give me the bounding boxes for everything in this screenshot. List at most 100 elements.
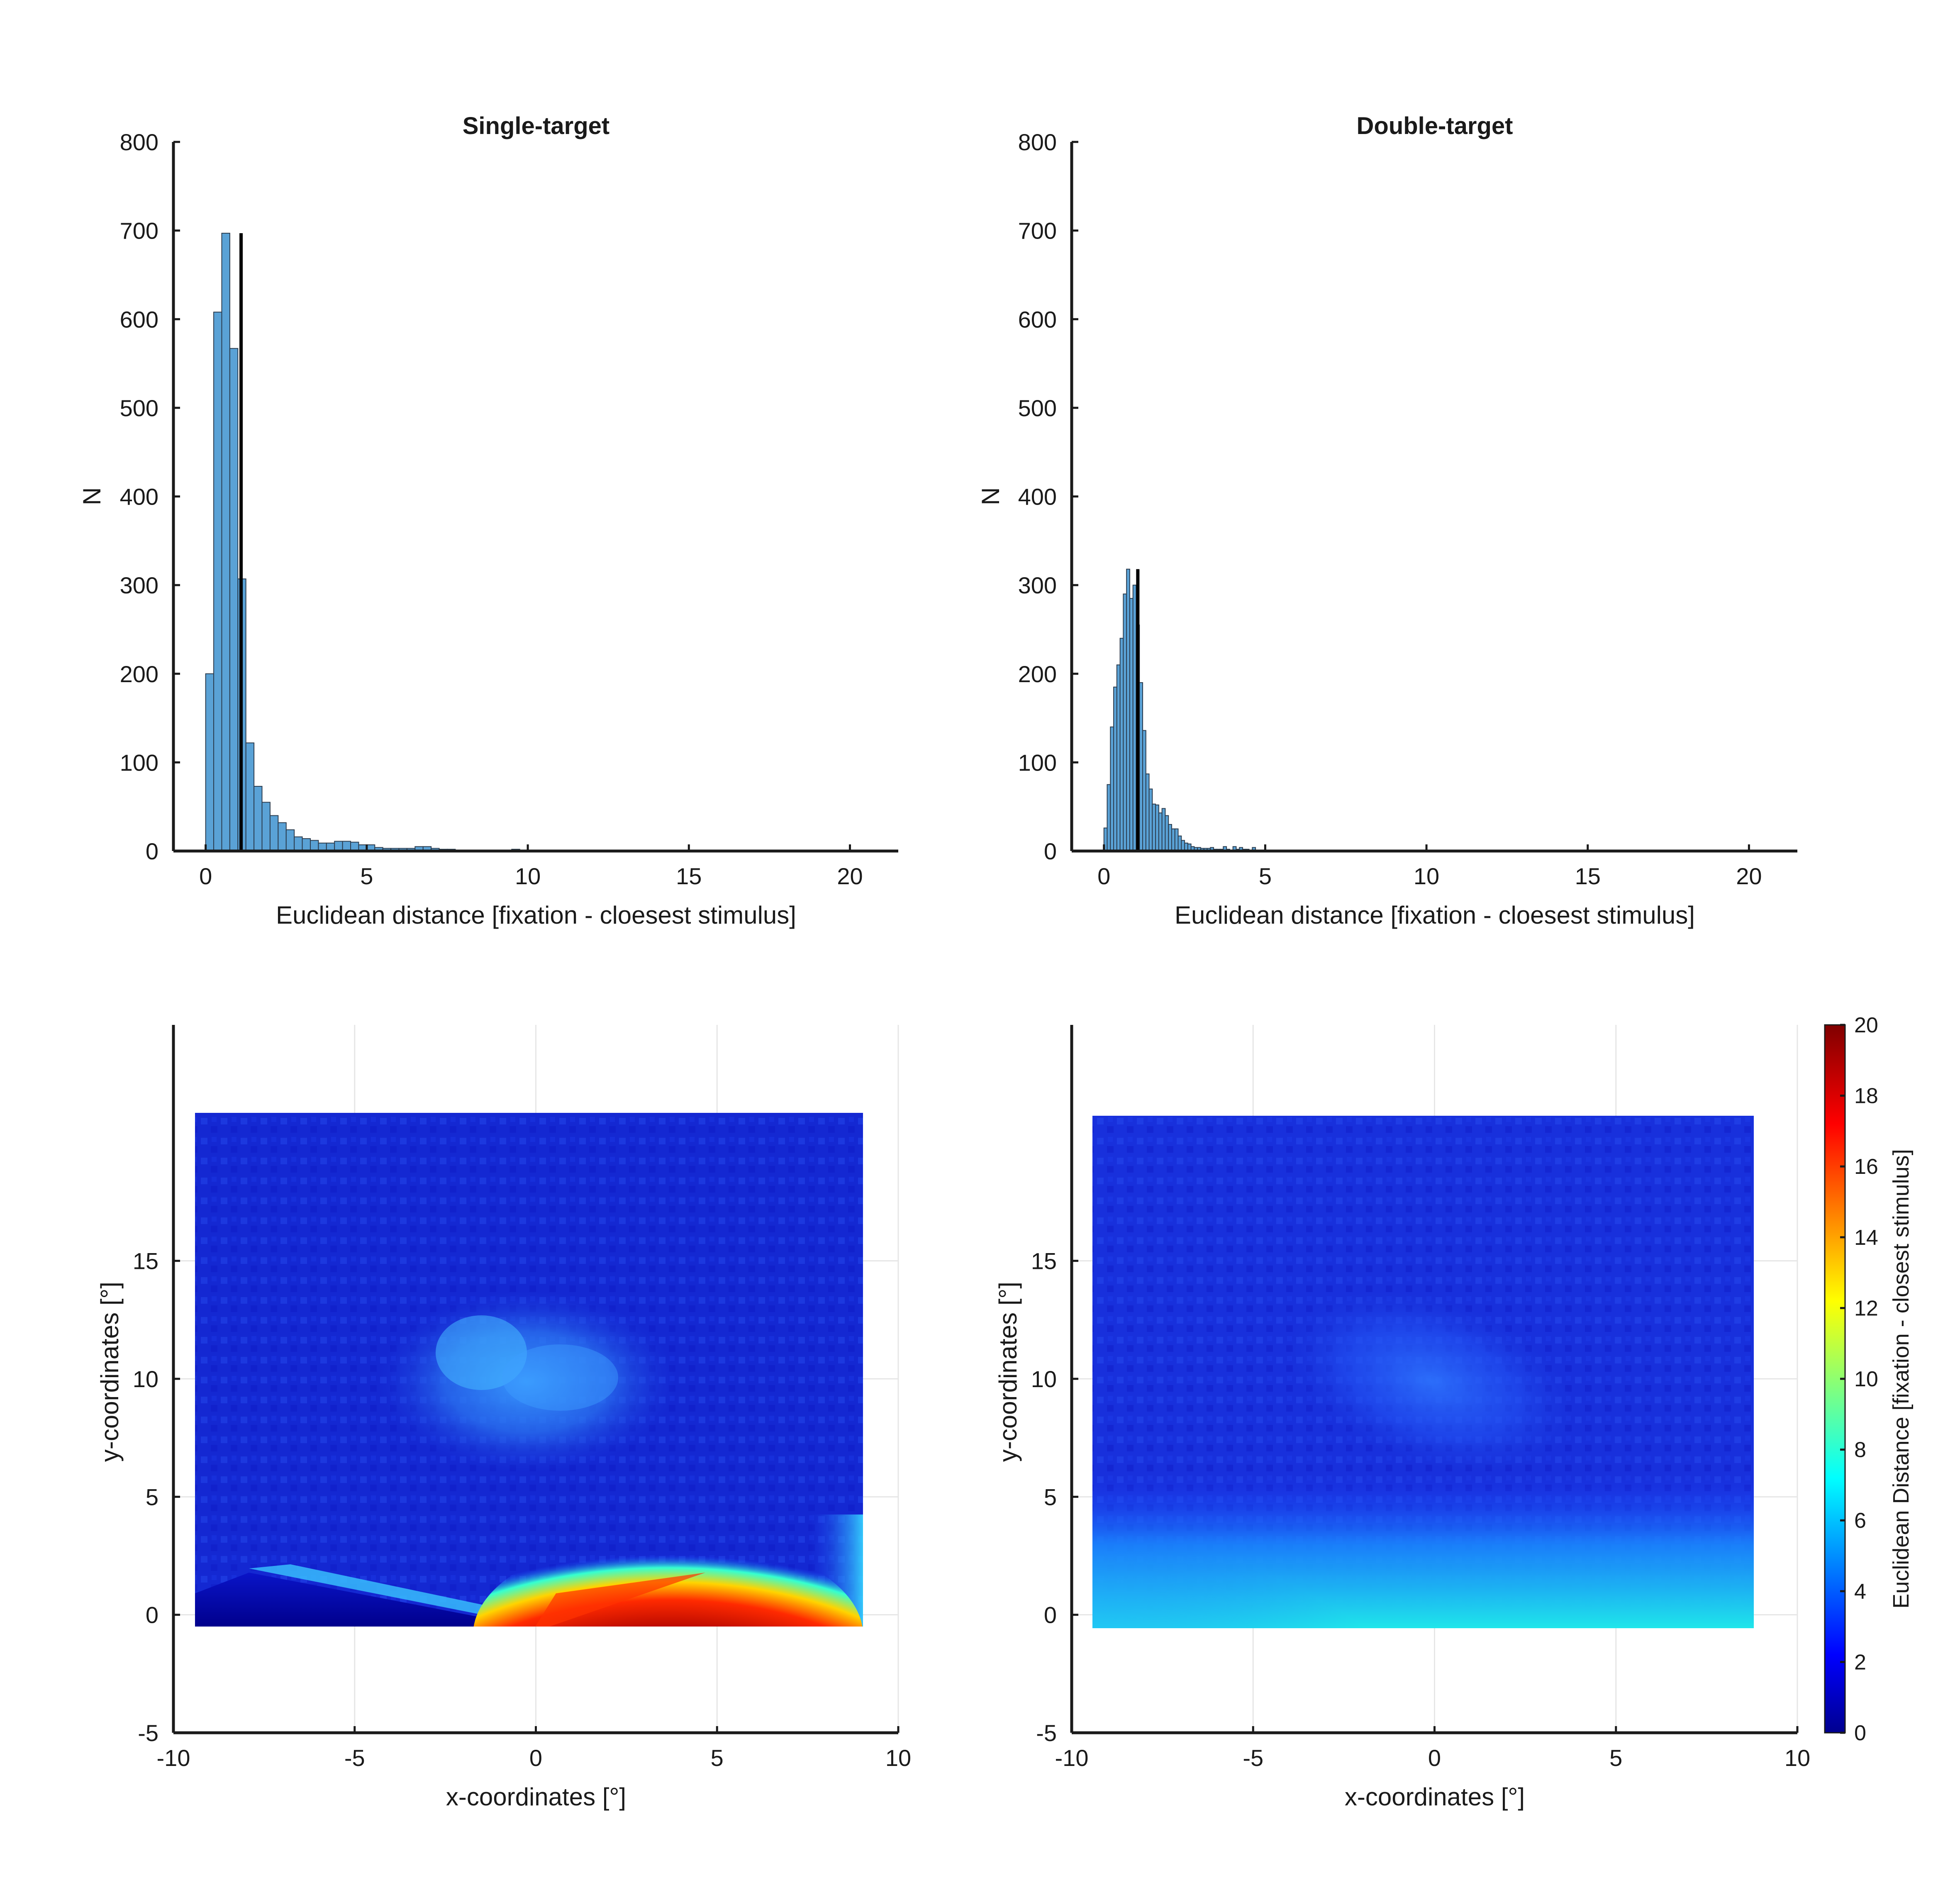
histogram-bar <box>1126 568 1130 851</box>
y-tick-label: 0 <box>1044 1602 1057 1628</box>
histogram-bar <box>221 233 230 852</box>
histogram-bar <box>1155 804 1159 852</box>
x-tick-label: 0 <box>529 1745 542 1771</box>
y-tick-label: 15 <box>1031 1248 1057 1274</box>
histogram-bar <box>1142 730 1146 851</box>
histogram-bar <box>261 802 271 851</box>
colorbar-tick-label: 18 <box>1854 1084 1878 1108</box>
x-tick-label: -10 <box>1055 1745 1089 1771</box>
heatmap-image <box>195 1113 863 1627</box>
y-tick-label: 800 <box>120 129 158 155</box>
x-tick-label: 10 <box>885 1745 911 1771</box>
y-tick-label: 700 <box>120 218 158 244</box>
histogram-bar <box>1132 585 1137 851</box>
histogram-bar <box>1148 788 1153 852</box>
x-tick-label: 10 <box>1414 863 1439 889</box>
heatmap-image <box>1092 1116 1754 1628</box>
y-tick-label: 15 <box>133 1248 158 1274</box>
axes <box>172 142 898 853</box>
x-tick-label: 10 <box>515 863 541 889</box>
histogram-bar <box>1110 726 1114 852</box>
colorbar-ticks: 0 2 4 6 8 10 12 14 16 18 20 <box>1840 1013 1878 1745</box>
x-tick-label: 20 <box>837 863 863 889</box>
histogram-bar <box>285 829 295 851</box>
histogram-bar <box>1107 784 1111 851</box>
colorbar-tick-label: 14 <box>1854 1226 1878 1250</box>
colorbar-tick-label: 0 <box>1854 1721 1866 1745</box>
histogram-bar <box>245 742 255 851</box>
colorbar-label: Euclidean Distance [fixation - closest s… <box>1889 1149 1914 1608</box>
histogram-bar <box>1119 638 1124 852</box>
histogram-bar <box>1168 824 1172 851</box>
histogram-bar <box>269 815 279 852</box>
x-tick-label: 0 <box>199 863 212 889</box>
y-tick-label: 300 <box>1018 572 1057 598</box>
histogram-bar <box>1181 840 1185 851</box>
y-tick-label: 0 <box>1044 838 1057 864</box>
histogram-bar <box>1145 773 1150 851</box>
colorbar-tick-label: 20 <box>1854 1013 1878 1037</box>
y-ticks: 0 100 200 300 400 500 600 700 800 <box>120 129 180 864</box>
y-tick-label: 100 <box>1018 749 1057 776</box>
x-tick-label: 10 <box>1784 1745 1810 1771</box>
x-tick-label: 0 <box>1428 1745 1441 1771</box>
y-tick-label: 400 <box>120 484 158 510</box>
colorbar: 0 2 4 6 8 10 12 14 16 18 20 Euclidean Distance [fi… <box>1824 1013 1914 1745</box>
y-tick-label: 100 <box>120 749 158 776</box>
x-ticks: -10 -5 0 5 10 <box>157 1726 911 1771</box>
x-axis-label: Euclidean distance [fixation - cloesest … <box>276 901 796 929</box>
histogram-bar <box>1165 815 1169 852</box>
x-tick-label: 5 <box>1259 863 1272 889</box>
colorbar-tick-label: 12 <box>1854 1296 1878 1320</box>
y-tick-label: 0 <box>146 838 158 864</box>
y-tick-label: 800 <box>1018 129 1057 155</box>
y-tick-label: 0 <box>146 1602 158 1628</box>
x-tick-label: -10 <box>157 1745 190 1771</box>
histogram-bar <box>254 786 263 851</box>
x-tick-label: 20 <box>1736 863 1762 889</box>
histogram-single-target: Single-target 0 5 10 15 20 0 100 200 300 400 500 6… <box>78 112 898 929</box>
y-axis-label: N <box>977 487 1004 505</box>
histogram-bar <box>1174 828 1179 851</box>
histogram-bar <box>1129 598 1134 851</box>
x-tick-label: -5 <box>1243 1745 1263 1771</box>
y-ticks: -5 0 5 10 15 <box>1031 1248 1078 1746</box>
colorbar-tick-label: 16 <box>1854 1155 1878 1179</box>
x-tick-label: 15 <box>1575 863 1601 889</box>
histogram-bar <box>213 312 222 851</box>
histogram-bar <box>229 348 239 852</box>
histogram-bar <box>342 841 351 851</box>
x-tick-label: 0 <box>1097 863 1110 889</box>
histogram-bar <box>1116 664 1121 851</box>
x-axis-label: x-coordinates [°] <box>446 1783 626 1811</box>
x-tick-label: 5 <box>360 863 373 889</box>
y-tick-label: 700 <box>1018 218 1057 244</box>
x-ticks: 0 5 10 15 20 <box>199 844 863 889</box>
histogram-bar <box>1171 828 1175 851</box>
histogram-bars <box>205 233 867 852</box>
y-tick-label: 200 <box>120 661 158 687</box>
colorbar-tick-label: 6 <box>1854 1509 1866 1533</box>
histogram-bar <box>1123 593 1127 852</box>
y-tick-label: 400 <box>1018 484 1057 510</box>
y-tick-label: 5 <box>146 1484 158 1510</box>
histogram-bar <box>205 673 215 851</box>
y-tick-label: 600 <box>120 306 158 332</box>
x-tick-label: 5 <box>1609 1745 1622 1771</box>
y-axis-label: N <box>78 487 106 505</box>
histogram-bar <box>1139 682 1143 852</box>
histogram-bar <box>1152 803 1156 852</box>
colorbar-tick-label: 4 <box>1854 1580 1866 1604</box>
y-tick-label: 10 <box>133 1366 158 1392</box>
y-tick-label: 500 <box>120 395 158 421</box>
x-ticks: -10 -5 0 5 10 <box>1055 1726 1810 1771</box>
chart-title: Double-target <box>1357 112 1513 139</box>
x-ticks: 0 5 10 15 20 <box>1097 844 1762 889</box>
histogram-bar <box>310 840 319 851</box>
colorbar-tick-label: 8 <box>1854 1438 1866 1462</box>
y-tick-label: 5 <box>1044 1484 1057 1510</box>
x-tick-label: 15 <box>676 863 702 889</box>
